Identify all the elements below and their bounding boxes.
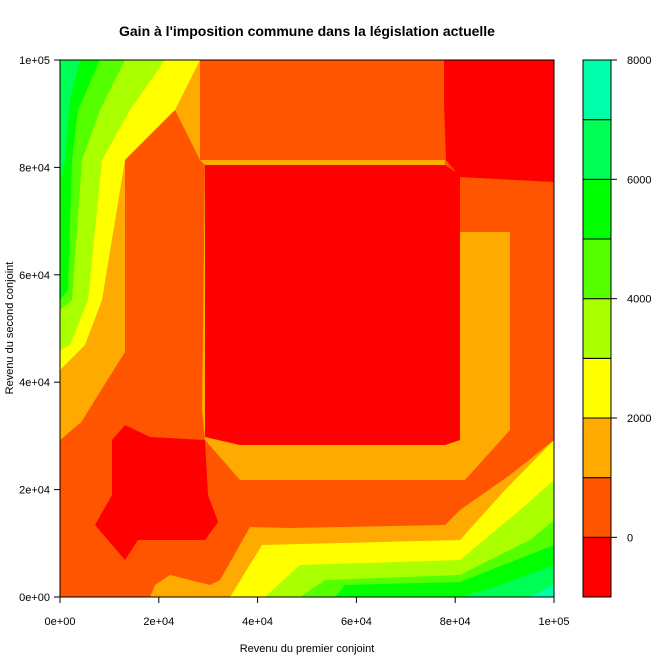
colorbar-tick-label: 4000	[627, 294, 651, 306]
band-0-lower-left	[95, 425, 218, 560]
y-axis: 0e+00 2e+04 4e+04 6e+04 8e+04 1e+05	[19, 55, 60, 604]
colorbar-swatch	[582, 417, 612, 479]
plot-area	[59, 59, 555, 598]
x-tick-label: 8e+04	[440, 616, 471, 628]
x-tick-label: 1e+05	[539, 616, 570, 628]
chart-title: Gain à l'imposition commune dans la légi…	[119, 23, 495, 39]
colorbar-swatch	[582, 357, 612, 419]
plot-frame	[59, 59, 555, 598]
band-1-main	[60, 60, 554, 528]
x-axis: 0e+00 2e+04 4e+04 6e+04 8e+04 1e+05	[45, 597, 570, 628]
colorbar-tick-label: 2000	[627, 413, 651, 425]
colorbar-swatch	[582, 477, 612, 538]
y-tick-label: 6e+04	[19, 270, 50, 282]
colorbar-tick-label: 0	[627, 532, 633, 544]
x-tick-label: 6e+04	[341, 616, 372, 628]
x-tick-label: 2e+04	[143, 616, 174, 628]
band-8-lower-right	[530, 585, 554, 597]
band-7-upper-left	[60, 60, 80, 180]
band-0-center	[205, 165, 460, 445]
band-0-upper-right	[444, 60, 554, 182]
colorbar-tick-label: 6000	[627, 174, 651, 186]
colorbar-swatch	[582, 536, 612, 598]
y-tick-label: 4e+04	[19, 377, 50, 389]
y-tick-label: 8e+04	[19, 162, 50, 174]
contour-bands	[60, 60, 554, 597]
y-tick-label: 2e+04	[19, 485, 50, 497]
band-7-lower-right	[460, 565, 554, 597]
x-axis-label: Revenu du premier conjoint	[240, 643, 375, 655]
y-tick-label: 0e+00	[19, 592, 50, 604]
colorbar-swatch	[582, 238, 612, 300]
colorbar-swatch	[582, 298, 612, 359]
y-axis-label: Revenu du second conjoint	[4, 262, 16, 395]
y-tick-label: 1e+05	[19, 55, 50, 67]
colorbar-swatch	[582, 178, 612, 240]
x-tick-label: 4e+04	[242, 616, 273, 628]
colorbar-frame	[582, 59, 612, 598]
colorbar-swatch	[582, 119, 612, 180]
colorbar-swatch	[582, 59, 612, 121]
band-6-lower-right	[335, 545, 554, 597]
x-tick-label: 0e+00	[45, 616, 76, 628]
colorbar-tick-label: 8000	[627, 55, 651, 67]
colorbar: 0 2000 4000 6000 8000	[582, 55, 651, 598]
band-6-upper-left	[60, 60, 100, 300]
